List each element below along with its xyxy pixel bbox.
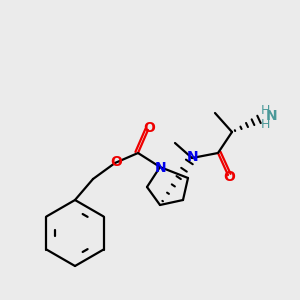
Text: O: O — [223, 170, 235, 184]
Text: N: N — [155, 161, 167, 175]
Text: H: H — [260, 103, 270, 116]
Text: O: O — [143, 121, 155, 135]
Text: H: H — [260, 118, 270, 131]
Text: O: O — [110, 155, 122, 169]
Text: N: N — [266, 109, 278, 123]
Text: N: N — [187, 150, 199, 164]
